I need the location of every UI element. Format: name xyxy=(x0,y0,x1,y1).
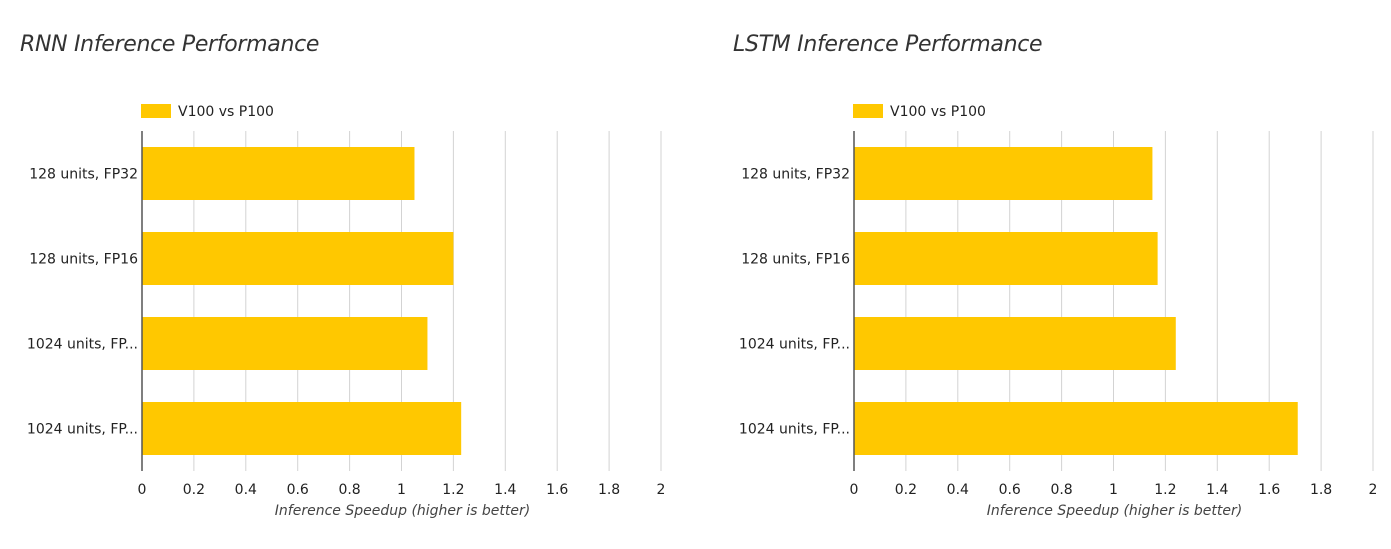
x-tick-label: 0.2 xyxy=(183,482,205,498)
x-tick-label: 1.8 xyxy=(598,482,620,498)
x-tick-label: 1.6 xyxy=(1258,482,1280,498)
category-label: 128 units, FP16 xyxy=(29,252,138,268)
bar xyxy=(142,232,454,285)
x-tick-label: 0 xyxy=(138,482,147,498)
chart-title: LSTM Inference Performance xyxy=(733,32,1043,57)
bar xyxy=(854,147,1153,200)
bar xyxy=(854,232,1158,285)
legend-label: V100 vs P100 xyxy=(890,104,986,120)
x-tick-label: 0.6 xyxy=(287,482,309,498)
legend-swatch xyxy=(853,104,883,118)
category-label: 1024 units, FP... xyxy=(27,337,138,353)
x-tick-label: 1.8 xyxy=(1310,482,1332,498)
chart-title: RNN Inference Performance xyxy=(20,32,320,57)
x-tick-label: 1.2 xyxy=(442,482,464,498)
legend-label: V100 vs P100 xyxy=(178,104,274,120)
category-label: 128 units, FP16 xyxy=(741,252,850,268)
x-tick-label: 0.2 xyxy=(895,482,917,498)
x-tick-label: 1.2 xyxy=(1154,482,1176,498)
bar xyxy=(142,147,415,200)
x-tick-label: 1.4 xyxy=(494,482,516,498)
x-tick-label: 0.6 xyxy=(999,482,1021,498)
x-tick-label: 0.8 xyxy=(338,482,360,498)
category-label: 128 units, FP32 xyxy=(741,167,850,183)
x-tick-label: 1.4 xyxy=(1206,482,1228,498)
x-tick-label: 0 xyxy=(850,482,859,498)
rnn-chart-plot: V100 vs P100 0 0.2 0.4 0.6 0.8 1 1.2 1.4 1.6 1.8 2 1… xyxy=(27,104,666,519)
x-axis-title: Inference Speedup (higher is better) xyxy=(275,503,530,519)
category-label: 1024 units, FP... xyxy=(27,422,138,438)
category-label: 128 units, FP32 xyxy=(29,167,138,183)
x-tick-label: 1 xyxy=(397,482,406,498)
category-label: 1024 units, FP... xyxy=(739,337,850,353)
x-tick-label: 2 xyxy=(657,482,666,498)
lstm-chart-plot: V100 vs P100 0 0.2 0.4 0.6 0.8 1 1.2 1.4 1.6 1.8 2 1… xyxy=(739,104,1378,519)
x-tick-label: 1 xyxy=(1109,482,1118,498)
x-tick-label: 0.8 xyxy=(1050,482,1072,498)
bar xyxy=(142,402,462,455)
x-tick-label: 1.6 xyxy=(546,482,568,498)
rnn-chart-panel: RNN Inference Performance V100 vs P100 0 0… xyxy=(20,32,666,519)
legend-swatch xyxy=(141,104,171,118)
bar xyxy=(854,317,1176,370)
x-tick-label: 0.4 xyxy=(947,482,969,498)
lstm-chart-panel: LSTM Inference Performance V100 vs P100 0… xyxy=(712,0,1391,549)
bar xyxy=(854,402,1298,455)
x-tick-label: 0.4 xyxy=(235,482,257,498)
x-tick-label: 2 xyxy=(1369,482,1378,498)
x-axis-title: Inference Speedup (higher is better) xyxy=(987,503,1242,519)
bar xyxy=(142,317,428,370)
category-label: 1024 units, FP... xyxy=(739,422,850,438)
